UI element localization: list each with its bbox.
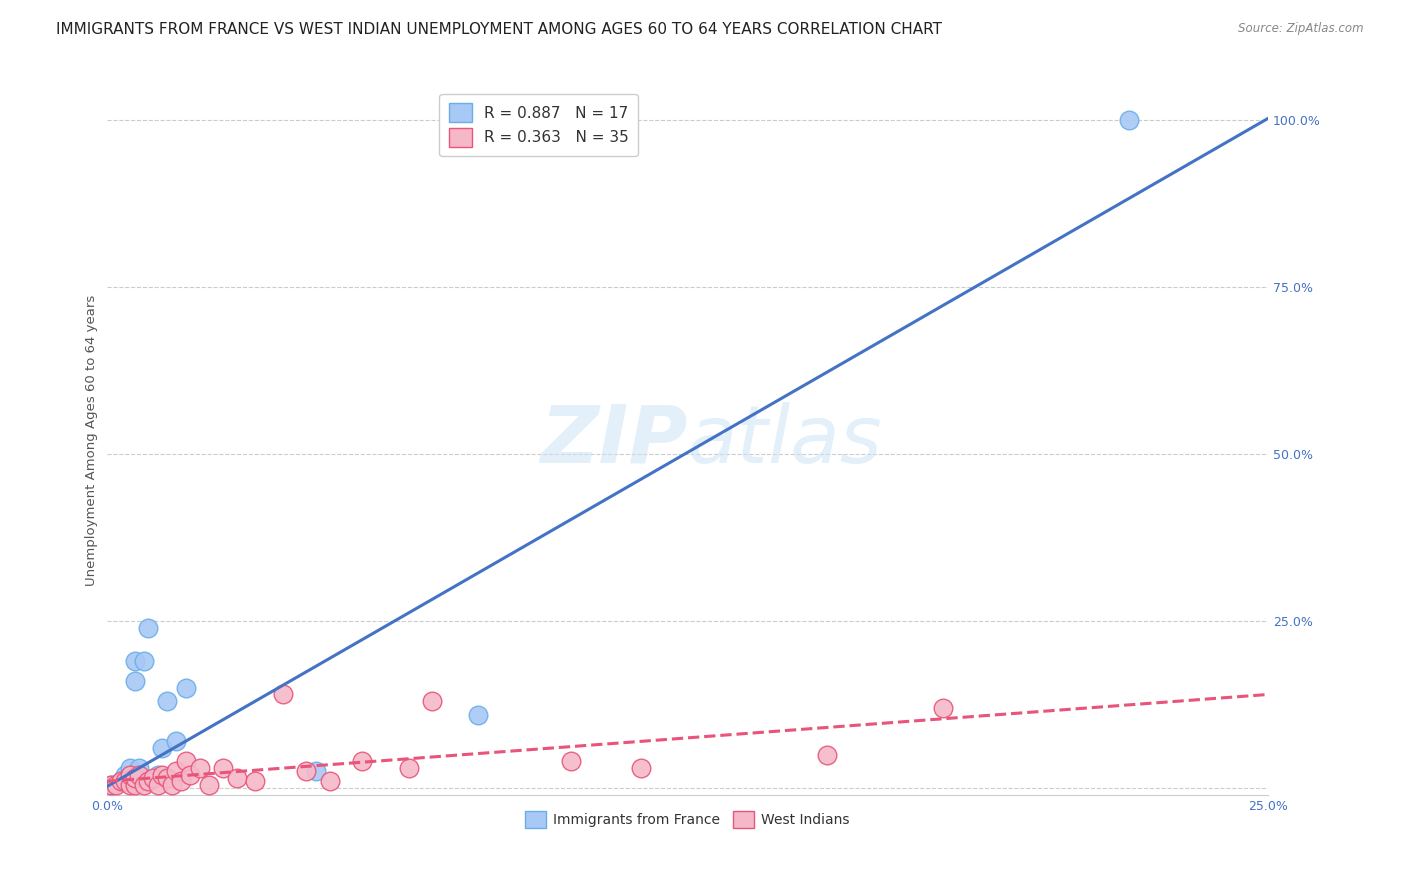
Point: [174, 754, 197, 768]
Text: atlas: atlas: [688, 401, 882, 480]
Point: [150, 767, 173, 781]
Point: [114, 767, 136, 781]
Point: [165, 764, 187, 779]
Point: [124, 674, 146, 689]
Point: [225, 771, 247, 785]
Point: [305, 764, 328, 779]
Point: [352, 754, 374, 768]
Point: [138, 621, 160, 635]
Point: [118, 767, 141, 781]
Y-axis label: Unemployment Among Ages 60 to 64 years: Unemployment Among Ages 60 to 64 years: [86, 295, 98, 586]
Point: [560, 754, 582, 768]
Text: IMMIGRANTS FROM FRANCE VS WEST INDIAN UNEMPLOYMENT AMONG AGES 60 TO 64 YEARS COR: IMMIGRANTS FROM FRANCE VS WEST INDIAN UN…: [56, 22, 942, 37]
Point: [156, 694, 179, 708]
Text: ZIP: ZIP: [540, 401, 688, 480]
Point: [146, 778, 169, 792]
Point: [932, 701, 955, 715]
Point: [160, 778, 183, 792]
Point: [815, 747, 838, 762]
Point: [295, 764, 318, 779]
Point: [138, 774, 160, 789]
Point: [170, 774, 193, 789]
Point: [128, 767, 150, 781]
Point: [104, 778, 127, 792]
Legend: Immigrants from France, West Indians: Immigrants from France, West Indians: [519, 805, 855, 834]
Point: [114, 774, 136, 789]
Point: [398, 761, 420, 775]
Point: [118, 778, 141, 792]
Text: Source: ZipAtlas.com: Source: ZipAtlas.com: [1239, 22, 1364, 36]
Point: [142, 771, 165, 785]
Point: [188, 761, 211, 775]
Point: [150, 740, 173, 755]
Point: [110, 774, 132, 789]
Point: [1118, 112, 1140, 127]
Point: [132, 778, 155, 792]
Point: [100, 778, 122, 792]
Point: [146, 767, 169, 781]
Point: [124, 778, 146, 792]
Point: [100, 778, 122, 792]
Point: [124, 771, 146, 785]
Point: [179, 767, 201, 781]
Point: [630, 761, 652, 775]
Point: [165, 734, 187, 748]
Point: [174, 681, 197, 695]
Point: [420, 694, 443, 708]
Point: [132, 654, 155, 668]
Point: [318, 774, 340, 789]
Point: [198, 778, 221, 792]
Point: [124, 654, 146, 668]
Point: [110, 774, 132, 789]
Point: [118, 761, 141, 775]
Point: [271, 688, 294, 702]
Point: [211, 761, 233, 775]
Point: [467, 707, 489, 722]
Point: [156, 771, 179, 785]
Point: [245, 774, 267, 789]
Point: [128, 761, 150, 775]
